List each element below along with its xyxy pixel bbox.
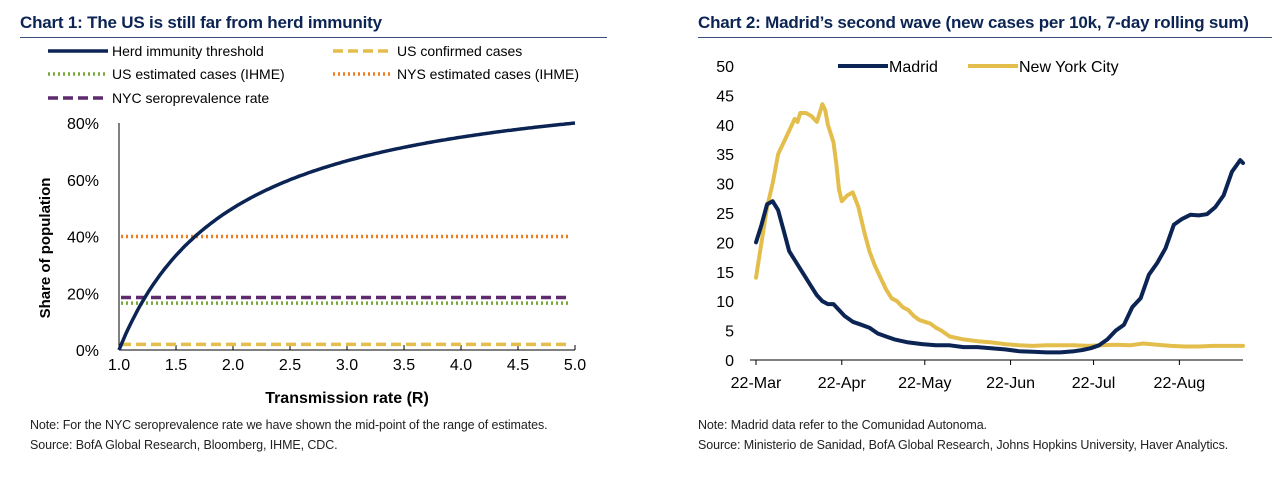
- chart2-y-ticks: 0 5 10 15 20 25 30 35 40 45 50: [716, 59, 734, 370]
- x-tick-label: 3.0: [336, 357, 358, 374]
- chart1-x-ticks: 1.0 1.5 2.0 2.5 3.0 3.5 4.0 4.5 5.0: [108, 345, 586, 374]
- chart2-plot: Madrid New York City 0 5 10 15 20 25 30 35 40 45 5…: [716, 59, 1245, 392]
- x-tick-label: 2.0: [222, 357, 244, 374]
- y-tick-label: 0: [725, 353, 734, 370]
- legend-label-new-york-city: New York City: [1019, 59, 1119, 76]
- chart2-source: Source: Ministerio de Sanidad, BofA Glob…: [698, 438, 1229, 452]
- chart1-note: Note: For the NYC seroprevalence rate we…: [30, 418, 548, 432]
- x-tick-label: 22-Mar: [731, 375, 782, 392]
- x-tick-label: 22-May: [898, 375, 951, 392]
- chart1-legend: Herd immunity threshold US confirmed cas…: [48, 43, 579, 106]
- chart1-series: [117, 121, 576, 351]
- x-tick-label: 22-Apr: [818, 375, 867, 392]
- y-tick-label: 10: [716, 294, 734, 311]
- y-tick-label: 60%: [67, 173, 99, 190]
- chart2-x-ticks: 22-Mar 22-Apr 22-May 22-Jun 22-Jul 22-Aug: [731, 360, 1205, 392]
- series-line-new-york-city: [754, 102, 1245, 349]
- y-tick-label: 0%: [76, 343, 99, 360]
- y-tick-label: 5: [725, 324, 734, 341]
- legend-label-us-estimated: US estimated cases (IHME): [112, 66, 285, 82]
- chart1-plot: Herd immunity threshold US confirmed cas…: [37, 43, 586, 407]
- chart1-title-rule: [20, 37, 607, 38]
- chart2-title: Chart 2: Madrid’s second wave (new cases…: [698, 13, 1249, 32]
- y-tick-label: 20: [716, 235, 734, 252]
- y-tick-label: 15: [716, 265, 734, 282]
- y-tick-label: 20%: [67, 286, 99, 303]
- chart2-title-rule: [698, 37, 1272, 38]
- y-tick-label: 50: [716, 59, 734, 76]
- y-tick-label: 40: [716, 118, 734, 135]
- chart2-series: [754, 102, 1245, 355]
- y-tick-label: 30: [716, 177, 734, 194]
- legend-label-nyc-seroprevalence: NYC seroprevalence rate: [112, 90, 269, 106]
- chart1-source: Source: BofA Global Research, Bloomberg,…: [30, 438, 338, 452]
- legend-label-herd-immunity: Herd immunity threshold: [112, 43, 264, 59]
- x-tick-label: 4.0: [450, 357, 472, 374]
- series-line-madrid: [754, 158, 1245, 355]
- chart1-title: Chart 1: The US is still far from herd i…: [20, 13, 382, 32]
- legend-label-us-confirmed: US confirmed cases: [397, 43, 522, 59]
- chart2-legend: Madrid New York City: [838, 59, 1119, 76]
- y-tick-label: 25: [716, 206, 734, 223]
- y-tick-label: 40%: [67, 230, 99, 247]
- legend-label-nys-estimated: NYS estimated cases (IHME): [397, 66, 579, 82]
- chart1-y-ticks: 0% 20% 40% 60% 80%: [67, 116, 99, 360]
- x-tick-label: 1.0: [108, 357, 130, 374]
- x-tick-label: 4.5: [507, 357, 529, 374]
- x-tick-label: 2.5: [279, 357, 301, 374]
- x-tick-label: 22-Aug: [1154, 375, 1206, 392]
- chart1-x-label: Transmission rate (R): [265, 390, 429, 407]
- x-tick-label: 3.5: [393, 357, 415, 374]
- x-tick-label: 5.0: [564, 357, 586, 374]
- x-tick-label: 22-Jul: [1072, 375, 1116, 392]
- chart2-note: Note: Madrid data refer to the Comunidad…: [698, 418, 987, 432]
- y-tick-label: 45: [716, 88, 734, 105]
- y-tick-label: 35: [716, 147, 734, 164]
- chart1-y-label: Share of population: [37, 178, 54, 319]
- x-tick-label: 1.5: [165, 357, 187, 374]
- y-tick-label: 80%: [67, 116, 99, 133]
- legend-label-madrid: Madrid: [889, 59, 938, 76]
- x-tick-label: 22-Jun: [986, 375, 1035, 392]
- series-line-herd-immunity-threshold: [117, 121, 576, 351]
